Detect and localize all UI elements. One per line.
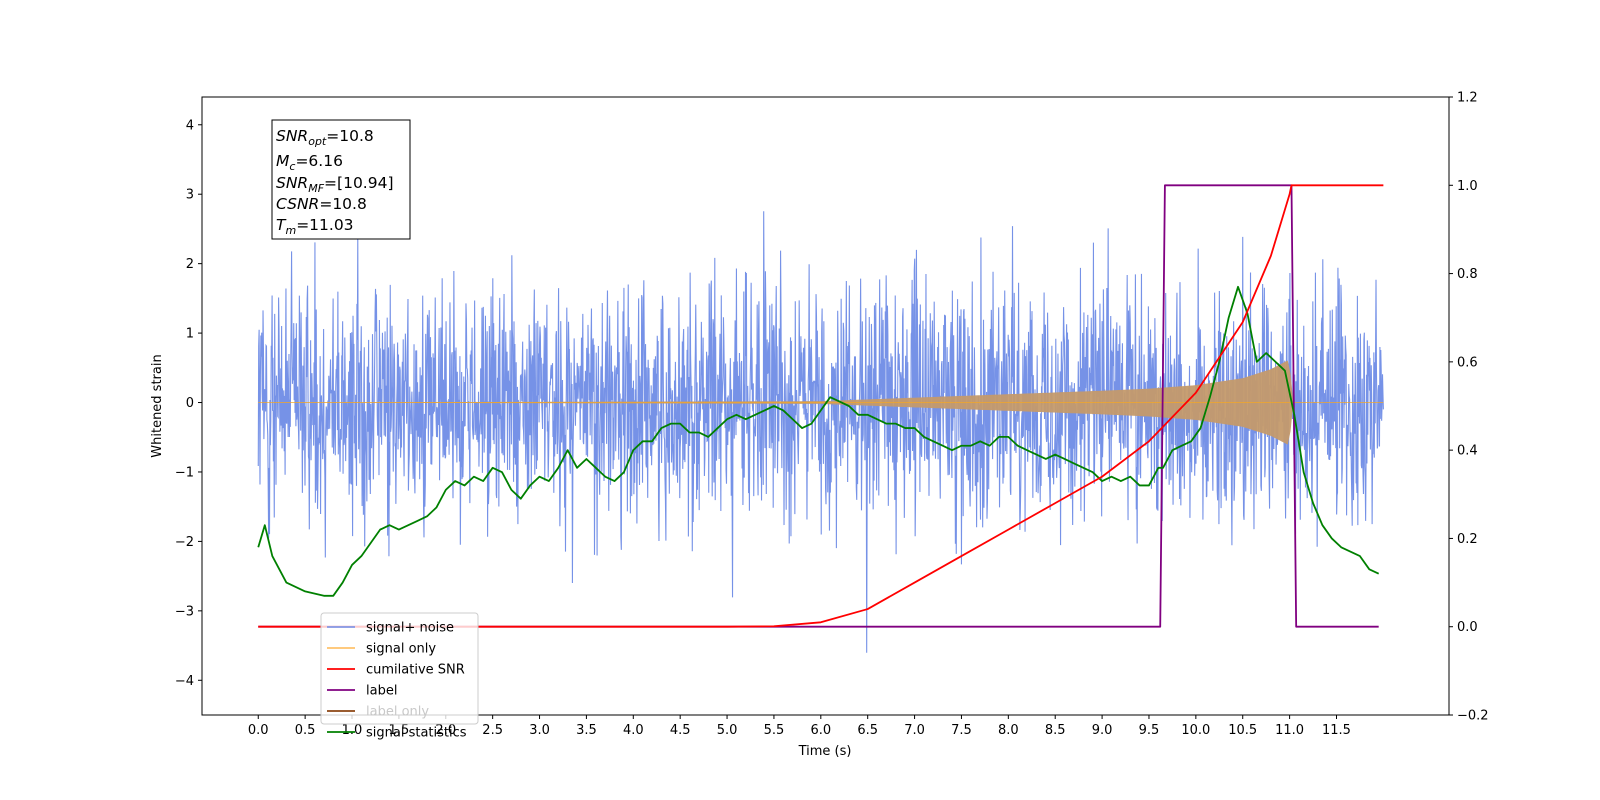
- x-axis-label: Time (s): [798, 744, 852, 759]
- annotation-box: SNRopt=10.8 Mc=6.16 SNRMF=[10.94] CSNR=1…: [271, 119, 411, 240]
- y-tick-label: 3: [186, 188, 194, 203]
- y2-tick-label: 0.2: [1457, 532, 1478, 547]
- x-tick-label: 4.5: [670, 723, 691, 738]
- x-tick-label: 1.0: [342, 723, 363, 738]
- y2-tick-label: 0.6: [1457, 355, 1478, 370]
- annotation-csnr: CSNR=10.8: [276, 195, 367, 213]
- x-tick-label: 6.5: [857, 723, 878, 738]
- x-tick-label: 11.0: [1275, 723, 1304, 738]
- x-tick-label: 8.5: [1045, 723, 1066, 738]
- x-tick-label: 0.0: [248, 723, 269, 738]
- x-tick-label: 4.0: [623, 723, 644, 738]
- annotation-mc: Mc=6.16: [276, 152, 343, 173]
- y-tick-label: −2: [175, 535, 194, 550]
- legend-label: signal+ noise: [366, 621, 454, 636]
- legend: signal+ noise signal only cumilative SNR la…: [320, 612, 479, 741]
- y2-tick-label: 1.2: [1457, 91, 1478, 106]
- legend-label: signal only: [366, 642, 436, 657]
- x-tick-label: 6.0: [810, 723, 831, 738]
- legend-label: label: [366, 684, 397, 699]
- series-signal-statistics: [257, 285, 1380, 597]
- y2-tick-label: 0.4: [1457, 444, 1478, 459]
- x-tick-label: 10.0: [1181, 723, 1210, 738]
- annotation-snr-opt: SNRopt=10.8: [276, 127, 374, 148]
- x-tick-label: 2.5: [482, 723, 503, 738]
- x-tick-label: 7.5: [951, 723, 972, 738]
- x-tick-label: 3.5: [576, 723, 597, 738]
- x-axis: 0.0 0.5 1.0 1.5 2.0 2.5 3.0 3.5 4.0 4.5 5.0 5.5 6.0 6…: [248, 715, 1351, 738]
- series-cumulative-snr: [258, 184, 1384, 628]
- y-axis-right: 1.2 1.0 0.8 0.6 0.4 0.2 0.0 −0.2: [1449, 91, 1489, 724]
- x-tick-label: 1.5: [389, 723, 410, 738]
- legend-frame: [320, 612, 479, 725]
- y-tick-label: 0: [186, 396, 194, 411]
- x-tick-label: 0.5: [295, 723, 316, 738]
- annotation-frame: [271, 119, 411, 240]
- y-tick-label: 1: [186, 327, 194, 342]
- legend-label: signal statistics: [366, 726, 467, 741]
- x-tick-label: 2.0: [435, 723, 456, 738]
- y2-tick-label: 0.8: [1457, 267, 1478, 282]
- plot-data-layer: [257, 184, 1384, 653]
- y-axis-left: 4 3 2 1 0 −1 −2 −3 −4: [175, 118, 202, 689]
- y-tick-label: 2: [186, 257, 194, 272]
- x-tick-label: 9.0: [1092, 723, 1113, 738]
- y-tick-label: −4: [175, 674, 194, 689]
- y2-tick-label: 0.0: [1457, 620, 1478, 635]
- y2-tick-label: 1.0: [1457, 179, 1478, 194]
- y-tick-label: −3: [175, 604, 194, 619]
- annotation-snr-mf: SNRMF=[10.94]: [276, 174, 394, 195]
- x-tick-label: 5.5: [764, 723, 785, 738]
- y-axis-label: Whitened strain: [150, 354, 165, 457]
- x-tick-label: 11.5: [1322, 723, 1351, 738]
- y2-tick-label: −0.2: [1457, 709, 1489, 724]
- y-tick-label: −1: [175, 465, 194, 480]
- x-tick-label: 7.0: [904, 723, 925, 738]
- legend-label: cumilative SNR: [366, 663, 465, 678]
- x-tick-label: 5.0: [717, 723, 738, 738]
- x-tick-label: 10.5: [1228, 723, 1257, 738]
- x-tick-label: 8.0: [998, 723, 1019, 738]
- x-tick-label: 3.0: [529, 723, 550, 738]
- x-tick-label: 9.5: [1139, 723, 1160, 738]
- legend-label: label only: [366, 705, 429, 720]
- series-label: [258, 184, 1379, 628]
- annotation-tm: Tm=11.03: [276, 216, 354, 237]
- y-tick-label: 4: [186, 118, 194, 133]
- plot-frame: [201, 96, 1450, 716]
